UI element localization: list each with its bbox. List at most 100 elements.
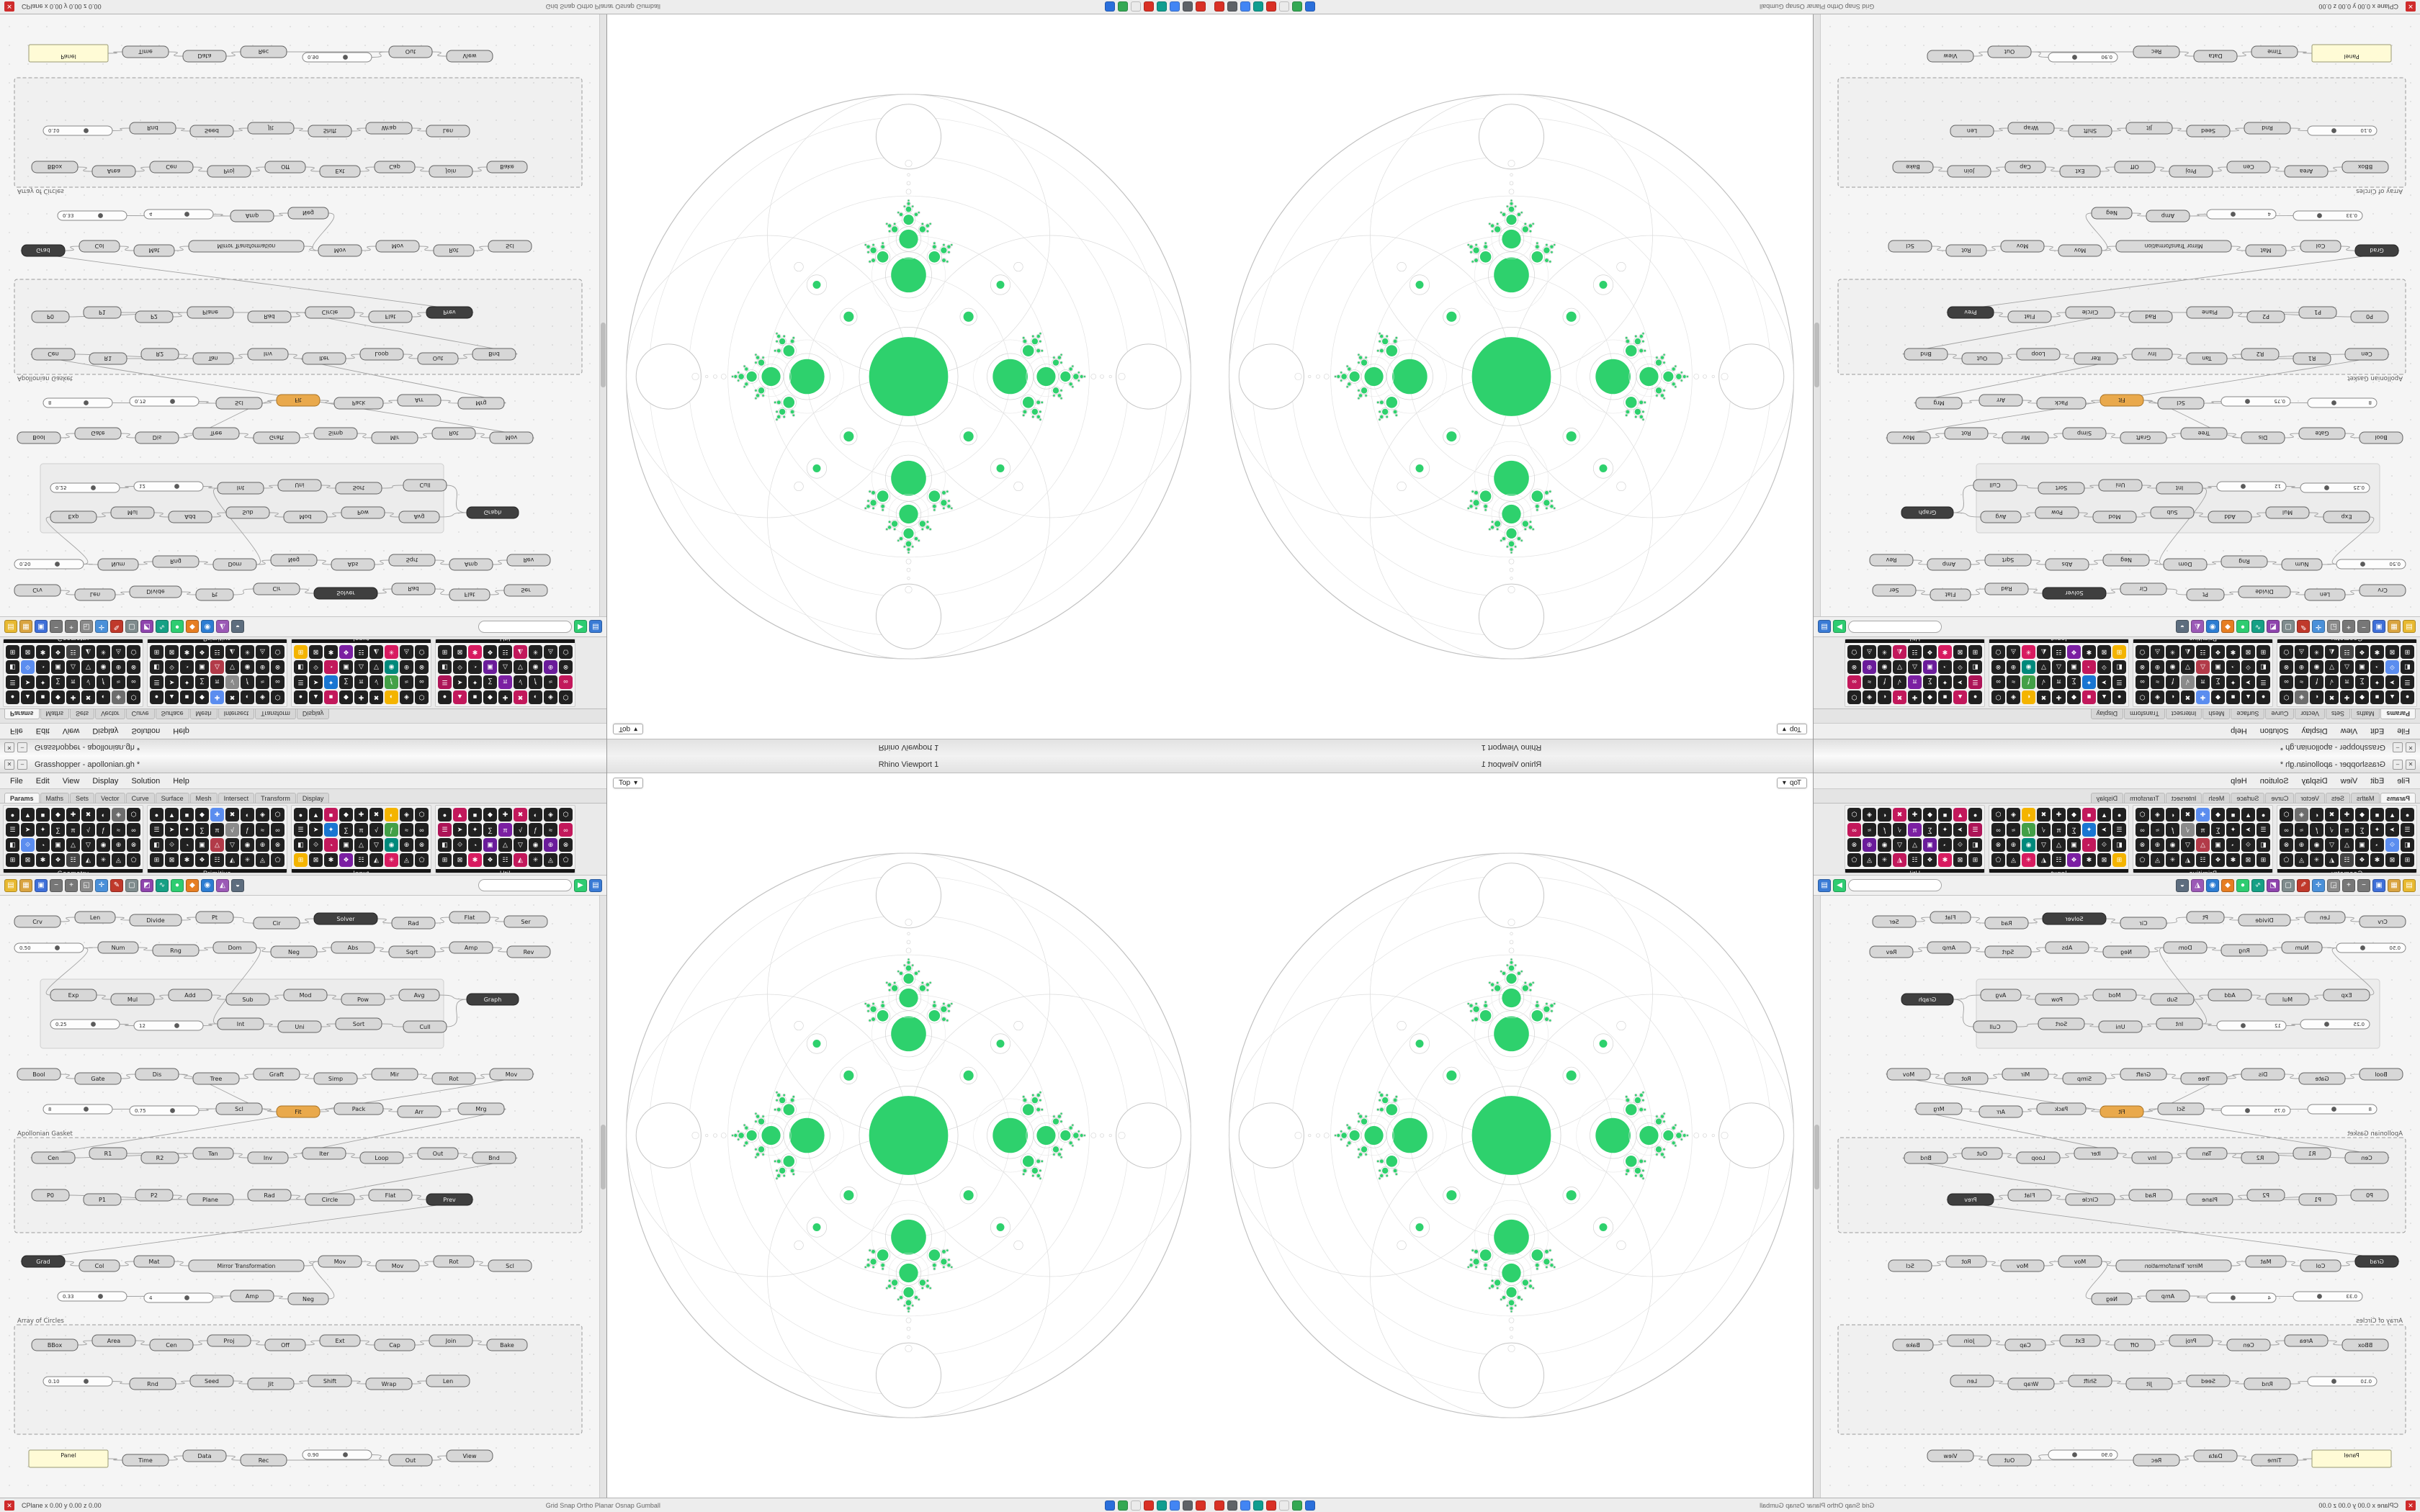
component-node[interactable]: Len: [426, 125, 470, 138]
component-icon[interactable]: ✚: [498, 808, 512, 822]
component-icon[interactable]: ◬: [2295, 645, 2308, 659]
component-icon[interactable]: ●: [6, 808, 19, 822]
preview-shaded-icon[interactable]: ●: [2236, 620, 2249, 634]
component-node[interactable]: Simp: [313, 427, 358, 440]
component-node[interactable]: Sqrt: [388, 554, 436, 567]
component-node[interactable]: Bake: [486, 1338, 528, 1351]
component-node[interactable]: Pow: [2035, 506, 2079, 519]
component-node[interactable]: Rad: [2128, 310, 2173, 323]
component-node[interactable]: Wrap: [2007, 122, 2055, 135]
viewport-header[interactable]: Rhino Viewport 1: [607, 739, 1210, 756]
solver-on-icon[interactable]: ▶: [574, 878, 587, 892]
component-node[interactable]: Grad: [21, 1255, 66, 1268]
component-node[interactable]: Num: [2281, 941, 2323, 954]
tab-intersect[interactable]: Intersect: [2165, 709, 2202, 719]
component-node[interactable]: Avg: [1980, 510, 2022, 523]
component-node[interactable]: Neg: [270, 554, 318, 567]
component-node[interactable]: Mul: [110, 506, 155, 519]
component-icon[interactable]: ⊠: [453, 853, 467, 867]
component-icon[interactable]: ➤: [309, 823, 323, 837]
component-node[interactable]: Neg: [2102, 945, 2150, 958]
component-icon[interactable]: ❖: [339, 645, 353, 659]
zoom-out-icon[interactable]: −: [50, 620, 63, 634]
component-node[interactable]: Mir: [371, 431, 418, 444]
component-icon[interactable]: ◭: [369, 853, 383, 867]
canvas-group[interactable]: [14, 279, 583, 375]
number-slider-node[interactable]: 12: [2216, 481, 2287, 492]
component-node[interactable]: Amp: [449, 941, 493, 954]
component-node[interactable]: Rec: [2133, 45, 2180, 58]
component-icon[interactable]: ▽: [369, 838, 383, 852]
component-icon[interactable]: ⊗: [2136, 838, 2149, 852]
component-node[interactable]: Pack: [333, 397, 384, 410]
preview-shaded-icon[interactable]: ●: [2236, 878, 2249, 892]
component-icon[interactable]: ◈: [1863, 690, 1876, 704]
tab-intersect[interactable]: Intersect: [218, 793, 255, 803]
component-icon[interactable]: ⟐: [2241, 660, 2255, 674]
component-node[interactable]: Cen: [2226, 161, 2271, 174]
component-icon[interactable]: ƒ: [2310, 675, 2323, 689]
component-icon[interactable]: ⊕: [544, 660, 557, 674]
component-node[interactable]: Time: [122, 1454, 169, 1467]
component-node[interactable]: Ser: [1872, 915, 1917, 928]
component-icon[interactable]: ☷: [1908, 853, 1922, 867]
number-slider-node[interactable]: 8: [42, 397, 113, 408]
menu-item-solution[interactable]: Solution: [131, 776, 161, 786]
component-icon[interactable]: ➤: [2385, 675, 2399, 689]
component-node[interactable]: Circle: [305, 306, 355, 319]
component-node[interactable]: Rnd: [2244, 122, 2291, 135]
taskbar-app-lightblue[interactable]: [1170, 1, 1180, 12]
component-node[interactable]: Crv: [14, 915, 61, 928]
component-node[interactable]: Len: [74, 911, 116, 924]
component-icon[interactable]: ∞: [127, 675, 140, 689]
component-icon[interactable]: ⊕: [400, 660, 413, 674]
component-node[interactable]: Circle: [2065, 306, 2115, 319]
component-node[interactable]: Len: [426, 1374, 470, 1387]
component-node[interactable]: Area: [2284, 165, 2329, 178]
component-node[interactable]: Arr: [1978, 1105, 2023, 1118]
taskbar-app-red[interactable]: [1266, 1500, 1276, 1511]
component-node[interactable]: Cen: [2344, 1151, 2389, 1164]
component-node[interactable]: Jit: [2125, 1377, 2173, 1390]
zoom-extents-icon[interactable]: ◱: [80, 620, 93, 634]
component-icon[interactable]: ⬠: [2136, 853, 2149, 867]
component-node[interactable]: Tree: [2180, 427, 2228, 440]
component-icon[interactable]: ●: [2257, 690, 2270, 704]
component-icon[interactable]: ▲: [2097, 690, 2111, 704]
component-node[interactable]: Sub: [225, 993, 270, 1006]
component-icon[interactable]: π: [1908, 675, 1922, 689]
component-node[interactable]: Abs: [2045, 941, 2089, 954]
component-node[interactable]: P2: [2246, 1189, 2285, 1202]
component-icon[interactable]: ✱: [2082, 645, 2096, 659]
component-icon[interactable]: ⊞: [2257, 853, 2270, 867]
component-node[interactable]: Exp: [2323, 510, 2370, 523]
component-icon[interactable]: ⬠: [559, 853, 573, 867]
component-icon[interactable]: ▣: [195, 838, 209, 852]
solver-on-icon[interactable]: ▶: [1833, 620, 1846, 634]
component-icon[interactable]: ▲: [453, 690, 467, 704]
component-node[interactable]: Plane: [2186, 306, 2233, 319]
component-icon[interactable]: ◉: [1878, 838, 1891, 852]
close-button[interactable]: ✕: [4, 759, 14, 770]
component-icon[interactable]: ◧: [150, 660, 163, 674]
component-node[interactable]: Avg: [398, 510, 440, 523]
tab-transform[interactable]: Transform: [2124, 793, 2165, 803]
component-icon[interactable]: ●: [2257, 808, 2270, 822]
zoom-out-icon[interactable]: −: [2357, 620, 2370, 634]
component-node[interactable]: Shift: [308, 125, 352, 138]
component-icon[interactable]: ◈: [112, 690, 125, 704]
component-icon[interactable]: △: [66, 838, 80, 852]
component-icon[interactable]: ∑: [2067, 675, 2081, 689]
component-icon[interactable]: ✳: [2310, 853, 2323, 867]
component-node[interactable]: R1: [2293, 1147, 2331, 1160]
component-icon[interactable]: ✖: [225, 808, 239, 822]
tab-transform[interactable]: Transform: [255, 709, 296, 719]
component-icon[interactable]: ✦: [2082, 823, 2096, 837]
component-icon[interactable]: ∞: [271, 675, 284, 689]
component-icon[interactable]: ◬: [2151, 645, 2164, 659]
viewport-body[interactable]: Top ▾: [1210, 14, 1813, 739]
component-icon[interactable]: ✳: [2310, 645, 2323, 659]
component-icon[interactable]: ◭: [2325, 853, 2339, 867]
tab-sets[interactable]: Sets: [2325, 709, 2350, 719]
component-icon[interactable]: √: [225, 675, 239, 689]
